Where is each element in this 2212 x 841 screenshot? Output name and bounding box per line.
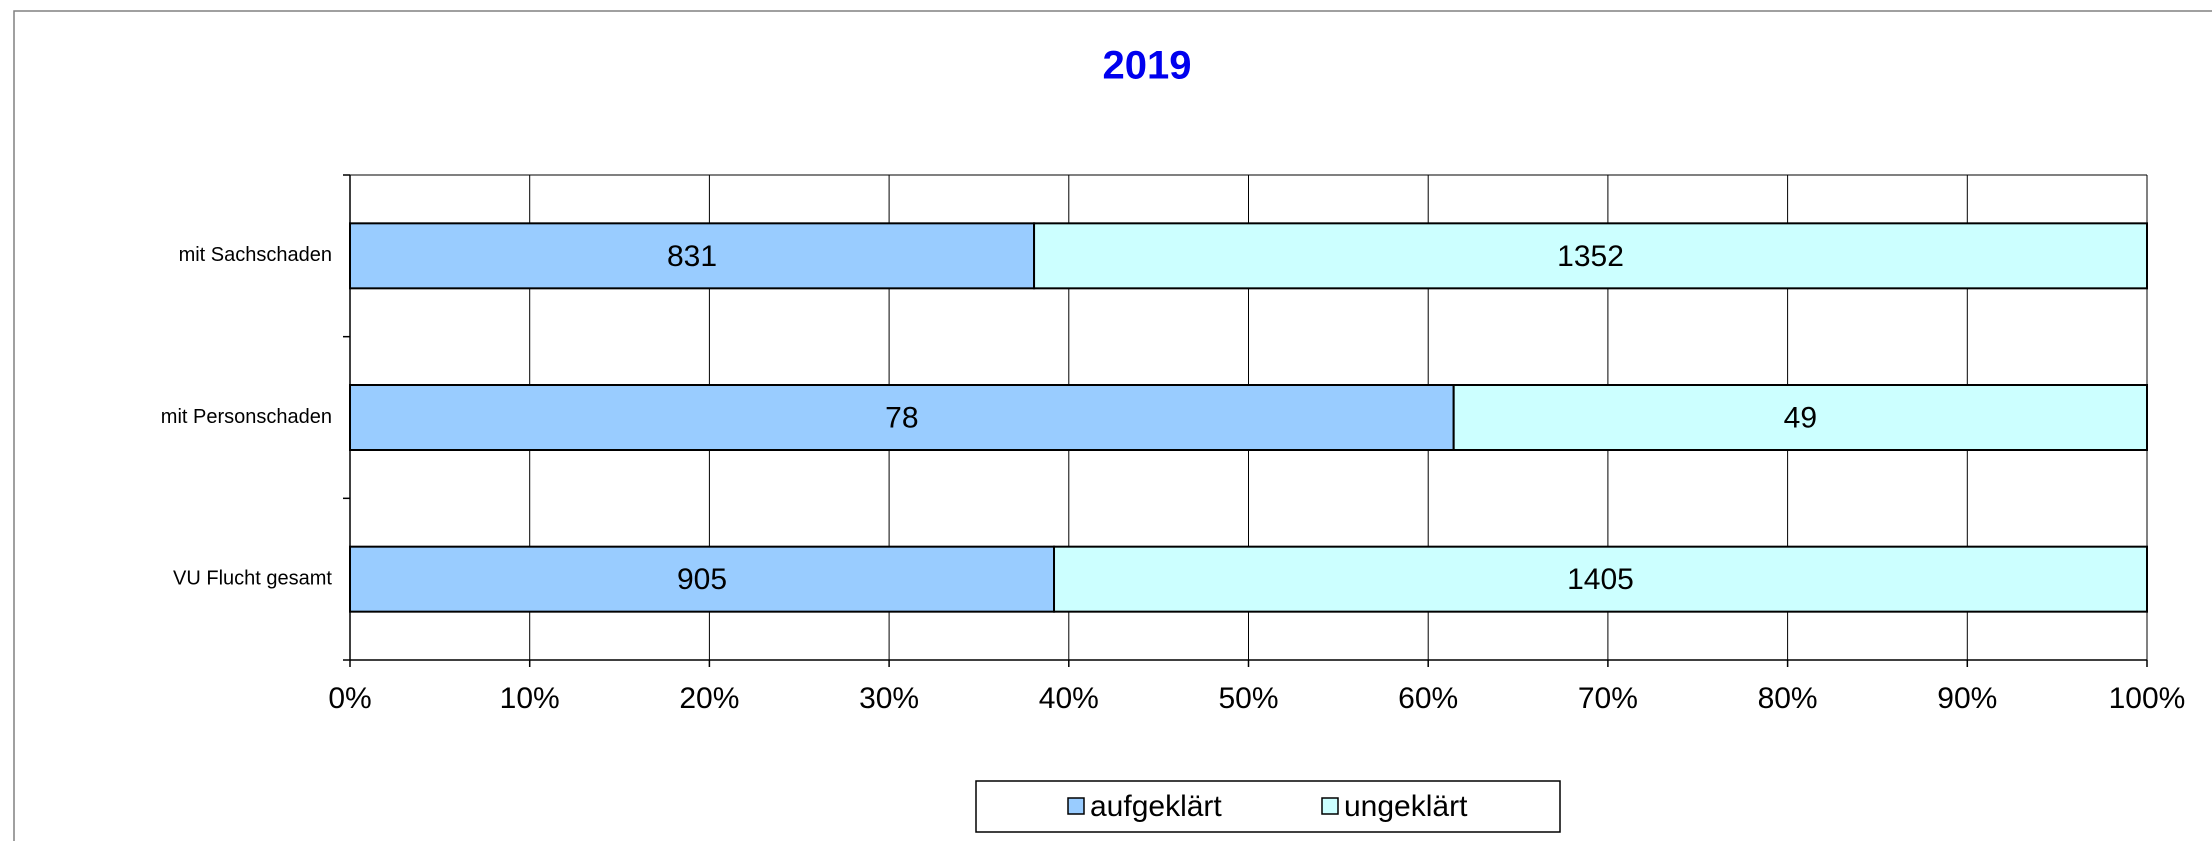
bar-segment <box>1053 545 2148 613</box>
data-label: 1352 <box>1557 240 1624 273</box>
legend-swatch <box>1067 797 1085 815</box>
data-label: 49 <box>1784 401 1817 434</box>
x-tick-label: 80% <box>1758 682 1818 715</box>
x-tick-label: 30% <box>859 682 919 715</box>
chart-title: 2019 <box>1103 44 1192 88</box>
x-tick-label: 10% <box>500 682 560 715</box>
x-tick-label: 50% <box>1218 682 1278 715</box>
bar-segment <box>1033 222 2148 290</box>
legend-label: ungeklärt <box>1344 790 1468 823</box>
data-label: 78 <box>885 401 918 434</box>
bar-segment <box>349 384 1455 451</box>
x-tick-label: 20% <box>679 682 739 715</box>
bar-segment <box>349 222 1036 290</box>
legend-label: aufgeklärt <box>1090 790 1222 823</box>
x-tick-label: 40% <box>1039 682 1099 715</box>
y-tick-label: VU Flucht gesamt <box>173 567 332 589</box>
y-tick-label: mit Sachschaden <box>179 244 332 266</box>
bar-segment <box>1452 384 2148 451</box>
x-tick-label: 70% <box>1578 682 1638 715</box>
data-label: 831 <box>667 240 717 273</box>
bar-segment <box>349 545 1056 613</box>
legend <box>975 780 1561 833</box>
y-tick-label: mit Personschaden <box>161 406 332 428</box>
x-tick-label: 60% <box>1398 682 1458 715</box>
x-tick-label: 100% <box>2109 682 2186 715</box>
data-label: 905 <box>677 563 727 596</box>
data-label: 1405 <box>1567 563 1634 596</box>
x-tick-label: 0% <box>328 682 371 715</box>
legend-swatch <box>1321 797 1339 815</box>
x-tick-label: 90% <box>1937 682 1997 715</box>
